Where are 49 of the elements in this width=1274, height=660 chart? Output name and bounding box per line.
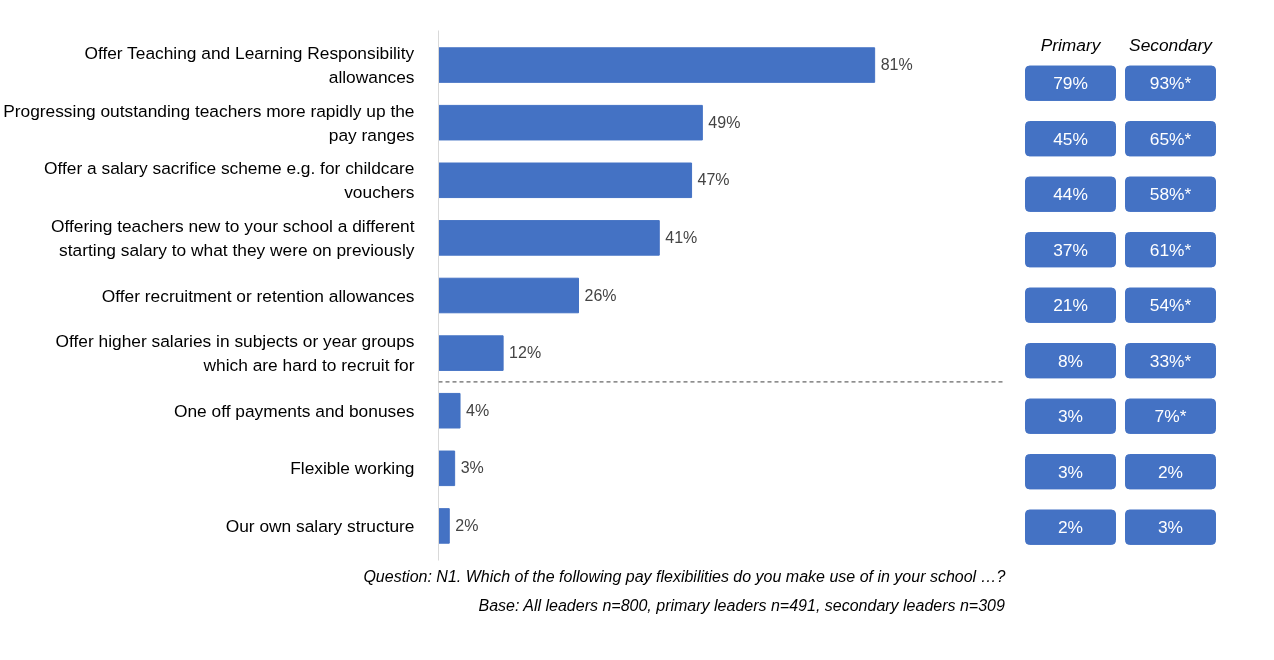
data-label: 26% <box>584 286 617 304</box>
y-tick-label: Offer higher salaries in subjects or year groups which are hard to recruit for <box>55 331 415 376</box>
y-tick-label: Offer a salary sacrifice scheme e.g. for childcare vouchers <box>44 158 415 203</box>
data-label: 8% <box>1057 350 1084 371</box>
data-label: 54%* <box>1149 295 1192 316</box>
data-label: 4% <box>466 401 490 419</box>
y-tick-label: Our own salary structure <box>225 515 415 536</box>
data-label: 2% <box>1157 461 1184 482</box>
data-label: 3% <box>1057 406 1084 427</box>
data-label: 44% <box>1053 184 1088 205</box>
y-tick-label: Offer Teaching and Learning Responsibility allowances <box>84 43 415 88</box>
y-tick-label: Flexible working <box>290 458 415 479</box>
bar <box>438 277 579 314</box>
data-label: 45% <box>1053 128 1088 149</box>
x-tick-label: Secondary <box>1129 35 1214 56</box>
data-label: 47% <box>697 171 730 189</box>
bar <box>438 220 660 256</box>
y-tick-label: Offer recruitment or retention allowances <box>101 285 415 306</box>
data-label: 81% <box>880 56 913 74</box>
bar <box>438 162 693 199</box>
bar <box>438 104 703 141</box>
y-tick-label: Progressing outstanding teachers more rapidly up the pay ranges <box>3 100 415 145</box>
data-label: 65%* <box>1149 128 1192 149</box>
data-label: 58%* <box>1149 184 1192 205</box>
data-label: 2% <box>1057 517 1084 538</box>
data-label: 3% <box>460 459 484 477</box>
y-tick-label: One off payments and bonuses <box>173 400 415 421</box>
data-label: 21% <box>1053 295 1088 316</box>
text: Question: N1. Which of the following pay flexibilities do you make use of in your school …? <box>363 567 1006 585</box>
data-label: 3% <box>1057 461 1084 482</box>
data-label: 33%* <box>1149 350 1192 371</box>
data-label: 49% <box>708 113 741 131</box>
bar <box>438 508 450 544</box>
bar <box>438 392 461 429</box>
data-label: 2% <box>455 516 479 534</box>
data-label: 93%* <box>1149 73 1192 94</box>
data-label: 12% <box>509 344 542 362</box>
data-label: 61%* <box>1149 239 1192 260</box>
data-label: 41% <box>665 228 698 246</box>
y-tick-label: Offering teachers new to your school a different starting salary to what they were on previously <box>51 215 415 260</box>
data-label: 79% <box>1053 73 1088 94</box>
text: Base: All leaders n=800, primary leaders n=491, secondary leaders n=309 <box>478 596 1006 614</box>
x-tick-label: Primary <box>1040 35 1102 56</box>
bar <box>438 450 456 487</box>
data-label: 7%* <box>1154 406 1187 427</box>
data-label: 37% <box>1053 239 1088 260</box>
bar <box>438 47 876 83</box>
bar <box>438 335 504 371</box>
data-label: 3% <box>1157 517 1184 538</box>
